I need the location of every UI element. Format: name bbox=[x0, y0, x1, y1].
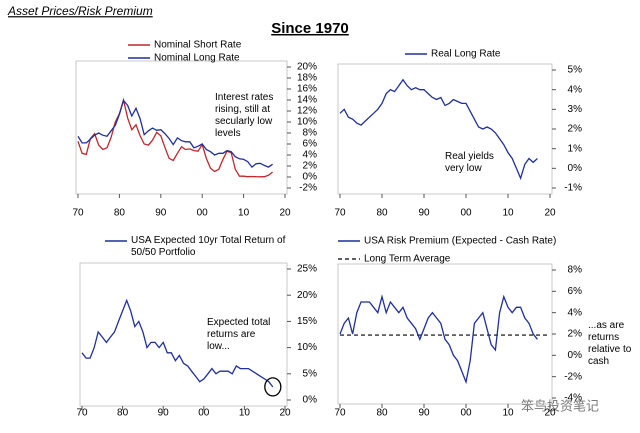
y-tick-label: 2% bbox=[303, 161, 318, 172]
highlight-circle bbox=[264, 377, 282, 397]
legend-label: USA Expected 10yr Total Return of 50/50 … bbox=[131, 235, 286, 258]
y-tick-label: 12% bbox=[297, 106, 317, 117]
legend-label: Real Long Rate bbox=[431, 49, 501, 60]
legend-label-box: USA Expected 10yr Total Return of 50/50 … bbox=[131, 235, 286, 258]
x-tick-label: 20 bbox=[279, 408, 291, 419]
x-tick-label: 00 bbox=[460, 408, 472, 419]
series-line bbox=[77, 99, 273, 169]
x-tick-label: 80 bbox=[117, 408, 129, 419]
y-tick-label: 2% bbox=[568, 329, 583, 340]
x-tick-label: 10 bbox=[502, 208, 514, 219]
legend-label: Long Term Average bbox=[364, 254, 451, 265]
x-tick-label: 70 bbox=[334, 208, 346, 219]
y-tick-label: 25% bbox=[297, 264, 317, 275]
y-tick-label: 4% bbox=[303, 150, 318, 161]
y-tick-label: 15% bbox=[297, 316, 317, 327]
y-tick-label: 1% bbox=[568, 143, 583, 154]
y-tick-label: 8% bbox=[303, 128, 318, 139]
annotation: ...as are returns relative to cash bbox=[588, 320, 632, 367]
plot-frame bbox=[79, 262, 288, 407]
watermark: 笨鸟投资笔记 bbox=[521, 398, 599, 413]
plot-frame bbox=[337, 263, 553, 405]
y-tick-label: 6% bbox=[303, 139, 318, 150]
x-tick-label: 80 bbox=[114, 208, 126, 219]
series-line bbox=[339, 78, 538, 181]
series-line bbox=[77, 97, 273, 178]
y-tick-label: 18% bbox=[297, 73, 317, 84]
y-tick-label: -2% bbox=[299, 183, 317, 194]
y-tick-label: 16% bbox=[297, 84, 317, 95]
y-tick-label: 0% bbox=[303, 172, 318, 183]
annotation: Expected total returns are low... bbox=[207, 317, 271, 352]
y-tick-label: 5% bbox=[303, 368, 318, 379]
y-tick-label: 2% bbox=[568, 124, 583, 135]
x-tick-label: 90 bbox=[418, 408, 430, 419]
annotation-box: ...as are returns relative to cash bbox=[588, 320, 632, 367]
y-tick-label: 3% bbox=[568, 104, 583, 115]
x-tick-label: 20 bbox=[279, 208, 291, 219]
x-tick-label: 90 bbox=[158, 408, 170, 419]
legend-label: USA Risk Premium (Expected - Cash Rate) bbox=[364, 236, 556, 247]
annotation-box: Expected total returns are low... bbox=[207, 317, 271, 352]
y-tick-label: -1% bbox=[564, 183, 582, 194]
x-tick-label: 10 bbox=[238, 208, 250, 219]
y-tick-label: -4% bbox=[564, 393, 582, 404]
series-line bbox=[339, 294, 538, 385]
annotation-box: Real yields very low bbox=[445, 151, 494, 174]
x-tick-label: 00 bbox=[197, 208, 209, 219]
y-tick-label: 20% bbox=[297, 62, 317, 73]
x-tick-label: 80 bbox=[376, 208, 388, 219]
annotation: Real yields very low bbox=[445, 151, 494, 174]
x-tick-label: 00 bbox=[198, 408, 210, 419]
x-tick-label: 10 bbox=[502, 408, 514, 419]
plot-frame bbox=[75, 60, 288, 195]
x-tick-label: 80 bbox=[376, 408, 388, 419]
y-tick-label: 14% bbox=[297, 95, 317, 106]
x-tick-label: 00 bbox=[460, 208, 472, 219]
y-tick-label: 5% bbox=[568, 65, 583, 76]
x-tick-label: 20 bbox=[544, 408, 556, 419]
y-tick-label: 10% bbox=[297, 342, 317, 353]
y-tick-label: 4% bbox=[568, 307, 583, 318]
x-tick-label: 70 bbox=[334, 408, 346, 419]
y-tick-label: 0% bbox=[568, 350, 583, 361]
x-tick-label: 90 bbox=[418, 208, 430, 219]
legend-label: Nominal Long Rate bbox=[154, 53, 240, 64]
series-line bbox=[81, 298, 274, 388]
annotation-box: Interest rates rising, still at secularl… bbox=[215, 92, 274, 139]
page-header: Asset Prices/Risk Premium bbox=[7, 4, 153, 18]
y-tick-label: 0% bbox=[303, 395, 318, 406]
x-tick-label: 90 bbox=[155, 208, 167, 219]
y-tick-label: 20% bbox=[297, 290, 317, 301]
y-tick-label: 6% bbox=[568, 286, 583, 297]
annotation: Interest rates rising, still at secularl… bbox=[215, 92, 274, 139]
y-tick-label: 8% bbox=[568, 265, 583, 276]
y-tick-label: 4% bbox=[568, 84, 583, 95]
y-tick-label: 10% bbox=[297, 117, 317, 128]
x-tick-label: 70 bbox=[72, 208, 84, 219]
x-tick-label: 10 bbox=[239, 408, 251, 419]
y-tick-label: -2% bbox=[564, 371, 582, 382]
x-tick-label: 70 bbox=[76, 408, 88, 419]
x-tick-label: 20 bbox=[544, 208, 556, 219]
legend-label: Nominal Short Rate bbox=[154, 40, 242, 51]
chart-title: Since 1970 bbox=[271, 20, 349, 37]
y-tick-label: 0% bbox=[568, 163, 583, 174]
